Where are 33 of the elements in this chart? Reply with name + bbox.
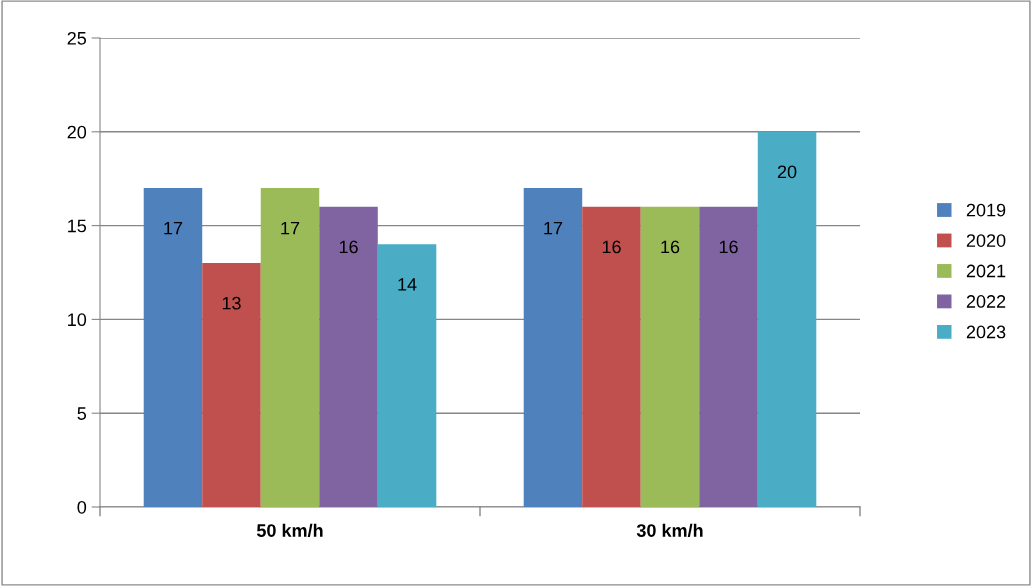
bar (377, 244, 437, 507)
data-label: 17 (281, 221, 300, 235)
bar (640, 206, 700, 507)
data-label: 17 (544, 221, 563, 235)
bar (143, 188, 203, 507)
x-tick-label: 50 km/h (256, 523, 323, 538)
bar (202, 263, 261, 507)
bar (523, 188, 583, 507)
legend-label: 2023 (966, 325, 1006, 339)
data-label: 16 (719, 240, 738, 254)
bar (319, 206, 378, 507)
y-tick-label: 10 (68, 313, 87, 327)
data-label: 13 (222, 296, 241, 310)
data-label: 17 (164, 221, 183, 235)
data-label: 14 (398, 278, 417, 291)
x-tick-label: 30 km/h (636, 523, 703, 538)
legend-label: 2020 (966, 234, 1006, 247)
y-tick-label: 25 (67, 31, 87, 45)
data-label: 16 (602, 240, 621, 254)
legend-label: 2019 (966, 203, 1006, 217)
data-label: 16 (661, 240, 680, 254)
bar (757, 131, 817, 507)
legend-label: 2021 (966, 264, 1006, 278)
y-tick-label: 0 (77, 500, 87, 514)
bar (582, 206, 641, 507)
legend-label: 2022 (966, 295, 1006, 308)
y-tick-label: 20 (67, 125, 87, 139)
y-tick-label: 5 (77, 407, 87, 420)
bar (260, 188, 320, 507)
data-label: 16 (339, 240, 358, 254)
data-label: 20 (777, 165, 797, 179)
y-tick-label: 15 (68, 219, 87, 233)
bar (699, 206, 758, 507)
